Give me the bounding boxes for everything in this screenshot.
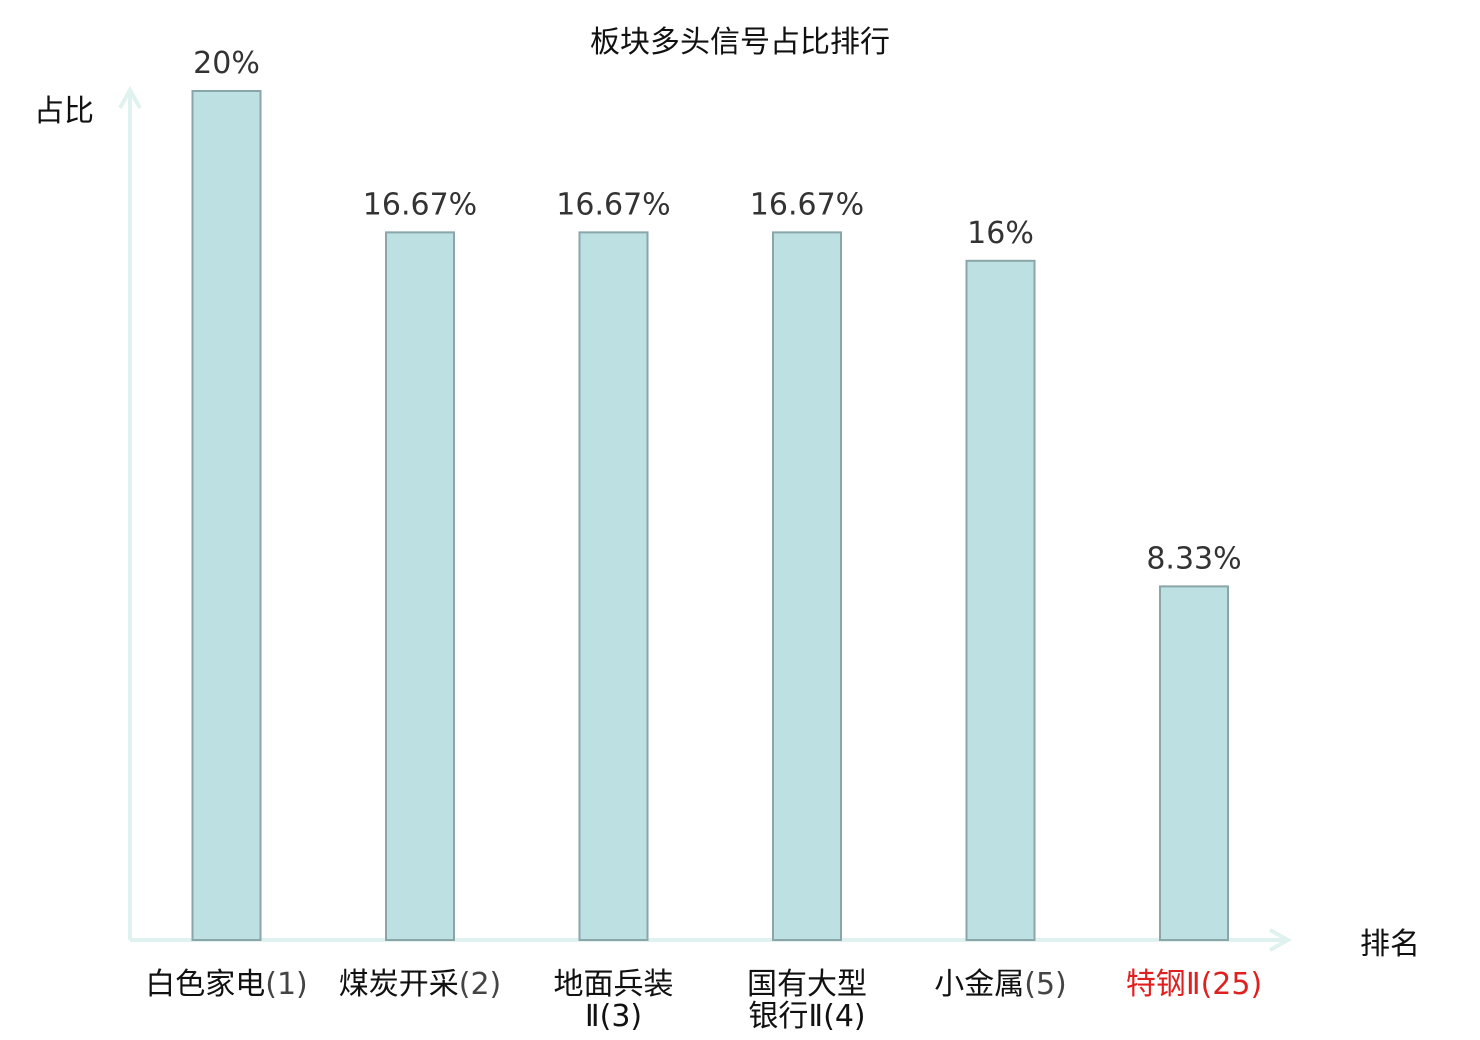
category-label: 白色家电(1) <box>145 967 308 1002</box>
bar-value-label: 8.33% <box>1146 541 1241 576</box>
bar-value-label: 20% <box>193 46 260 81</box>
axes <box>118 85 1293 952</box>
category-label: 煤炭开采(2) <box>339 967 502 1002</box>
x-axis-arrow <box>1269 928 1293 952</box>
category-label-name: 特钢 <box>1126 967 1186 1002</box>
y-axis-arrow <box>118 85 142 109</box>
category-label-name: 白色家电 <box>145 967 265 1002</box>
category-label-line: 地面兵装 <box>554 967 674 1002</box>
bar-value-label: 16% <box>967 216 1034 251</box>
category-label: 特钢Ⅱ(25) <box>1126 967 1262 1002</box>
category-label: 国有大型银行Ⅱ(4) <box>747 967 867 1034</box>
bar <box>772 231 842 941</box>
bar <box>578 231 649 941</box>
bars-group <box>191 90 1229 941</box>
category-label-name: 小金属 <box>934 967 1024 1002</box>
bar-value-label: 16.67% <box>556 187 670 222</box>
category-label-rank: (1) <box>265 967 308 1002</box>
category-label: 地面兵装 Ⅱ(3) <box>554 967 674 1034</box>
bar <box>965 259 1036 941</box>
category-label-rank: (5) <box>1024 967 1067 1002</box>
bar <box>191 90 262 941</box>
y-axis-label: 占比 <box>34 94 94 129</box>
category-label-line: Ⅱ(3) <box>585 999 642 1034</box>
bar <box>1159 585 1229 941</box>
bar-value-label: 16.67% <box>750 187 864 222</box>
bar-value-label: 16.67% <box>363 187 477 222</box>
category-label: 小金属(5) <box>934 967 1067 1002</box>
category-label-line: 银行Ⅱ(4) <box>748 999 865 1034</box>
chart-title: 板块多头信号占比排行 <box>590 25 890 60</box>
category-label-rank: (2) <box>459 967 502 1002</box>
x-axis-label: 排名 <box>1360 927 1420 962</box>
category-label-rank: Ⅱ(25) <box>1186 967 1262 1002</box>
bar <box>385 231 455 941</box>
category-label-name: 煤炭开采 <box>339 967 459 1002</box>
value-labels-group: 20% 16.67% 16.67% 16.67% 16% 8.33% <box>193 46 1242 576</box>
category-labels-group: 白色家电(1) 煤炭开采(2) 地面兵装 Ⅱ(3) 国有大型银行Ⅱ(4) 小金属(5) 特钢… <box>145 967 1262 1034</box>
category-label-line: 国有大型 <box>747 967 867 1002</box>
